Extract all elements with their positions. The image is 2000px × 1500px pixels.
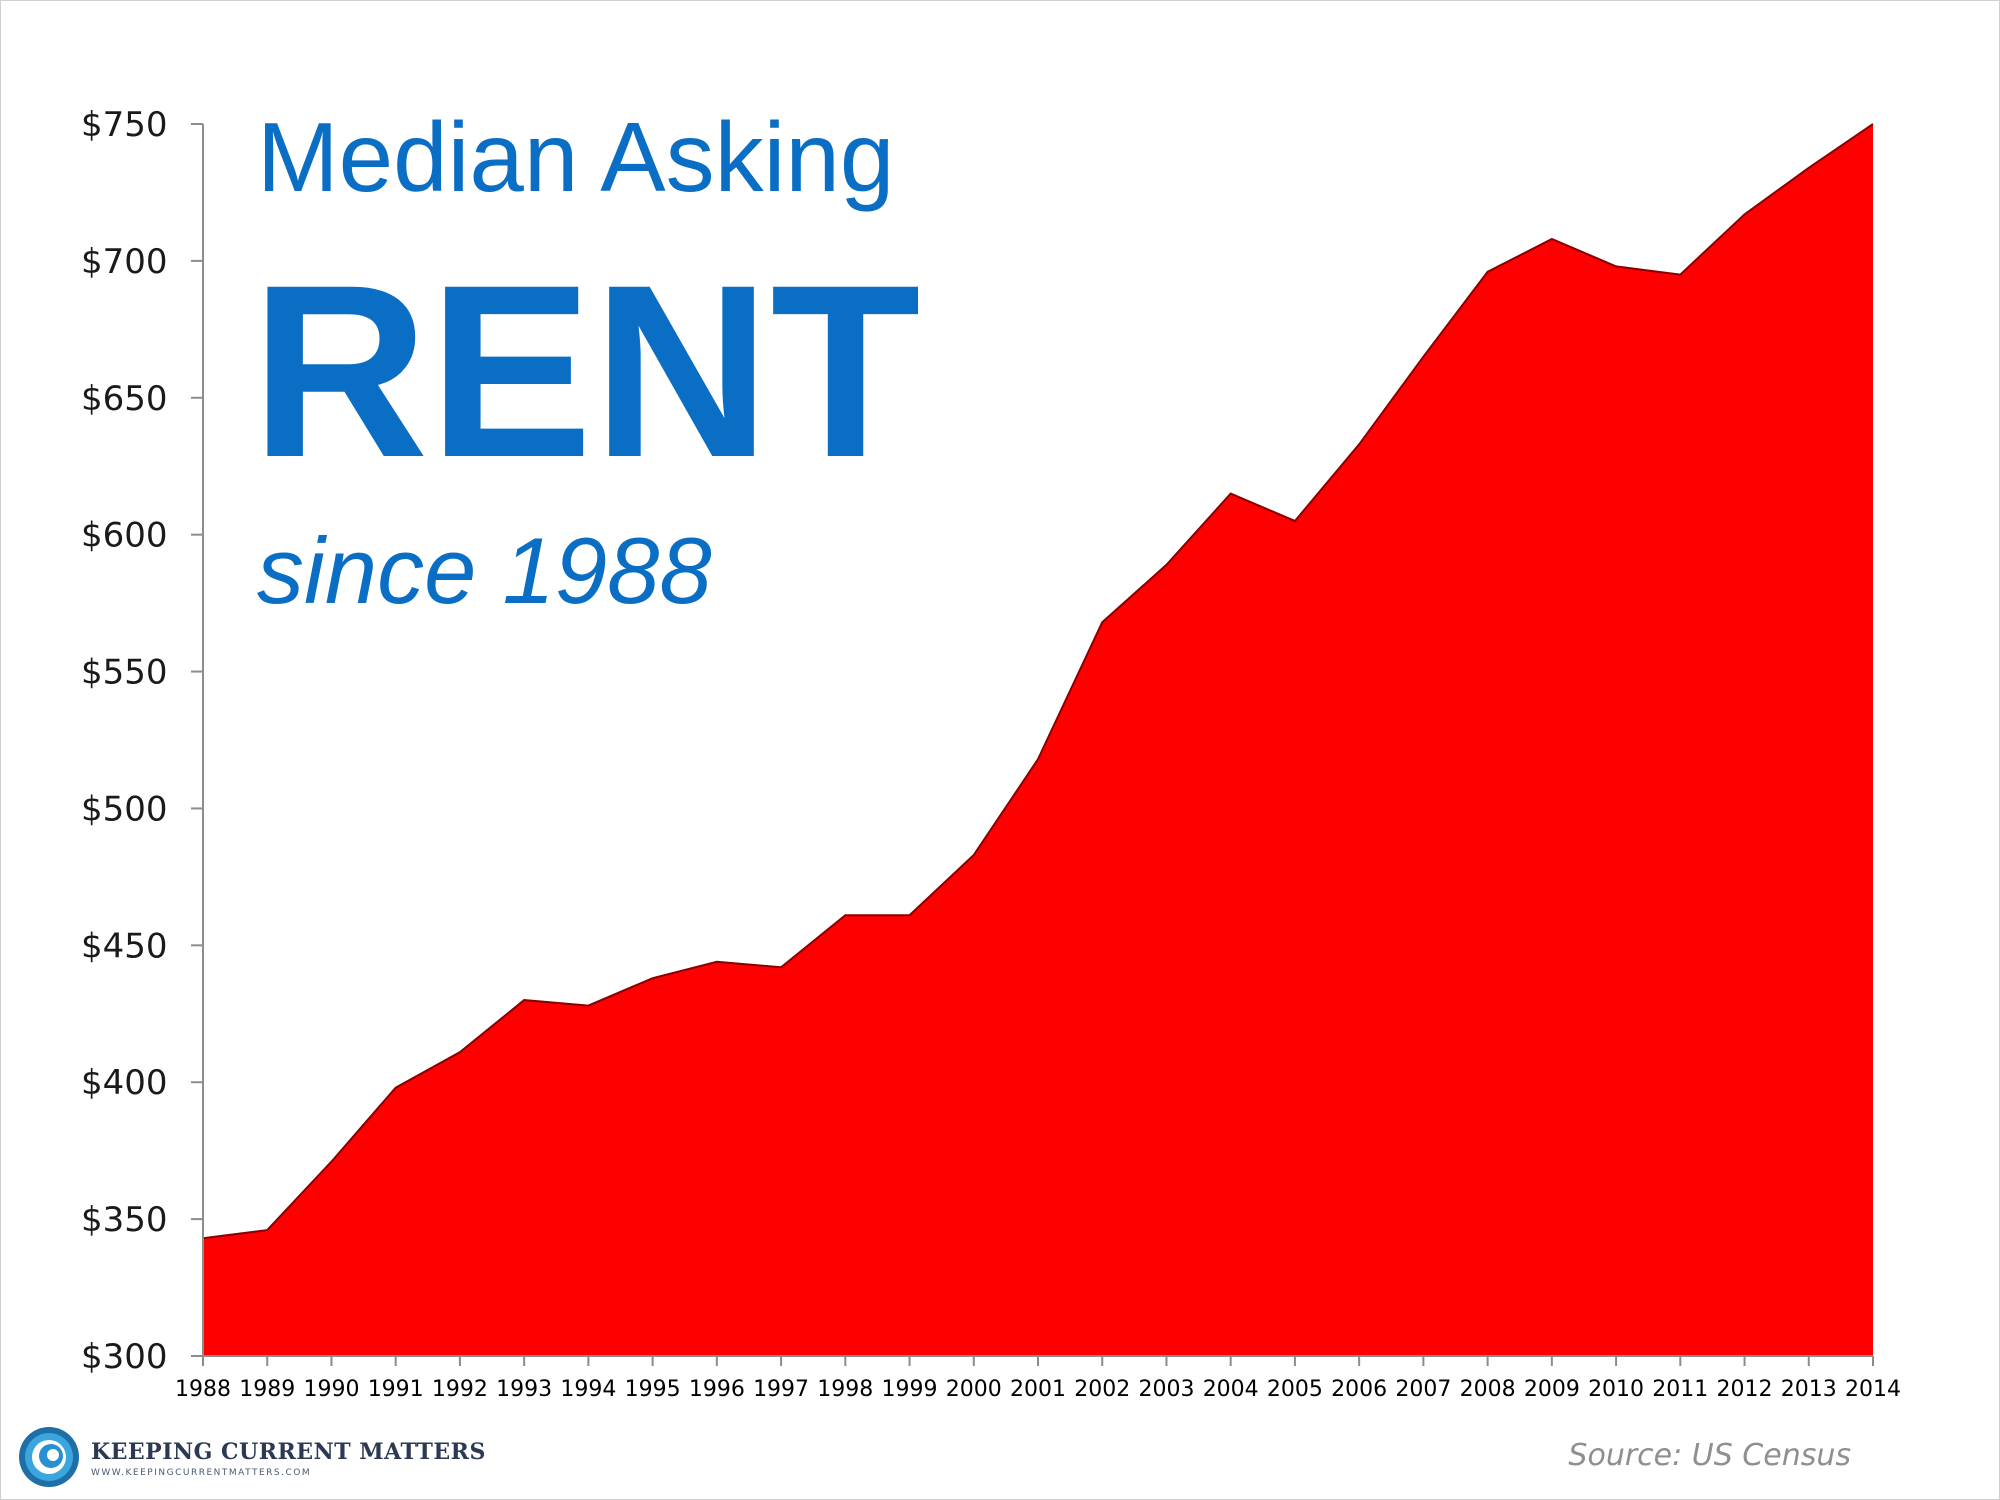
chart-title: Median Asking RENT since 1988: [251, 102, 921, 623]
x-tick-label: 2006: [1331, 1377, 1387, 1402]
y-tick-label: $550: [81, 653, 168, 693]
y-tick-label: $600: [81, 516, 168, 556]
x-tick-label: 1997: [753, 1377, 809, 1402]
area-layer: [202, 123, 1874, 1356]
x-tick-label: 1989: [239, 1377, 295, 1402]
logo-url-text: WWW.KEEPINGCURRENTMATTERS.COM: [91, 1468, 311, 1478]
x-tick-label: 1994: [560, 1377, 616, 1402]
x-tick-label: 2005: [1267, 1377, 1323, 1402]
x-tick-label: 1992: [432, 1377, 488, 1402]
source-note: Source: US Census: [1568, 1438, 1851, 1473]
x-tick-label: 1993: [496, 1377, 552, 1402]
y-tick-label: $350: [81, 1200, 168, 1240]
x-tick-label: 2000: [946, 1377, 1002, 1402]
x-tick-label: 2011: [1652, 1377, 1708, 1402]
x-tick-label: 1990: [303, 1377, 359, 1402]
x-tick-label: 2012: [1717, 1377, 1773, 1402]
x-tick-label: 1995: [625, 1377, 681, 1402]
y-tick-label: $750: [81, 105, 168, 145]
title-line-rent: RENT: [251, 234, 921, 509]
x-tick-label: 2002: [1074, 1377, 1130, 1402]
area-series-edge: [202, 123, 1874, 1240]
x-tick-label: 2001: [1010, 1377, 1066, 1402]
x-axis-ticks: 1988 1989 1990 1991 1992 1993 1994 1995 1996 1997…: [175, 1356, 1901, 1402]
y-tick-label: $400: [81, 1063, 168, 1103]
x-tick-label: 2013: [1781, 1377, 1837, 1402]
x-tick-label: 1988: [175, 1377, 231, 1402]
y-tick-label: $450: [81, 926, 168, 966]
y-axis-ticks: $300 $350 $400 $450 $500 $550 $600 $650 $700 $750: [81, 105, 203, 1377]
logo-brand-text: KEEPING CURRENT MATTERS: [91, 1439, 486, 1465]
x-tick-label: 2010: [1588, 1377, 1644, 1402]
x-tick-label: 2003: [1138, 1377, 1194, 1402]
swirl-logo-icon: [19, 1427, 79, 1487]
title-line-median-asking: Median Asking: [257, 102, 894, 212]
brand-logo: KEEPING CURRENT MATTERS WWW.KEEPINGCURRE…: [19, 1427, 486, 1487]
y-tick-label: $650: [81, 379, 168, 419]
x-tick-label: 1999: [882, 1377, 938, 1402]
area-series-median-rent: [203, 124, 1873, 1356]
y-tick-label: $500: [81, 789, 168, 829]
x-tick-label: 2008: [1460, 1377, 1516, 1402]
x-tick-label: 2007: [1395, 1377, 1451, 1402]
x-tick-label: 1996: [689, 1377, 745, 1402]
y-tick-label: $300: [81, 1337, 168, 1377]
title-line-since-1988: since 1988: [257, 518, 712, 623]
x-tick-label: 1991: [368, 1377, 424, 1402]
y-tick-label: $700: [81, 242, 168, 282]
x-tick-label: 2014: [1845, 1377, 1901, 1402]
x-tick-label: 2004: [1203, 1377, 1259, 1402]
x-tick-label: 2009: [1524, 1377, 1580, 1402]
x-tick-label: 1998: [817, 1377, 873, 1402]
